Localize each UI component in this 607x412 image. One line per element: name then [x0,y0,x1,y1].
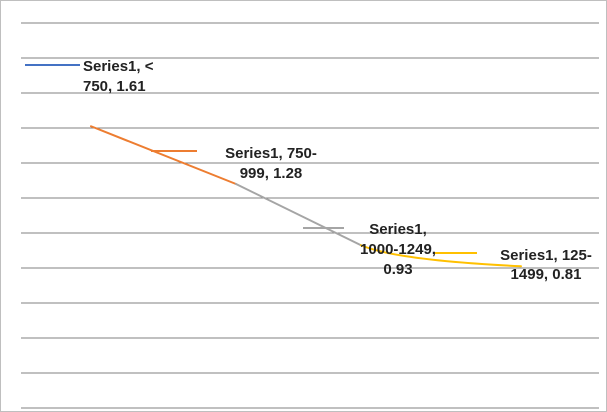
data-label-line: Series1, [369,221,427,238]
data-label-line: 750, 1.61 [83,78,146,95]
series-line [90,125,522,268]
data-label-line: Series1, 750- [225,145,317,162]
data-label: Series1, 1000-1249, 0.93 [360,221,436,278]
gridlines [21,22,599,409]
data-label: Series1, 125- 1499, 0.81 [500,247,592,283]
label-markers [25,64,477,254]
series-line-segment [90,125,237,185]
data-label-line: Series1, < [83,58,154,75]
data-label: Series1, 750- 999, 1.28 [225,145,317,182]
data-label-line: 1000-1249, [360,241,436,258]
data-label-line: 999, 1.28 [240,165,303,182]
data-label-line: 0.93 [383,261,412,278]
series-line-segment [360,244,522,268]
series-line-segment [235,183,362,247]
data-label: Series1, < 750, 1.61 [83,58,154,95]
data-label-line: 1499, 0.81 [511,266,582,283]
data-labels: Series1, < 750, 1.61 Series1, 750- 999, 1.2… [83,58,592,283]
data-label-line: Series1, 125- [500,247,592,264]
